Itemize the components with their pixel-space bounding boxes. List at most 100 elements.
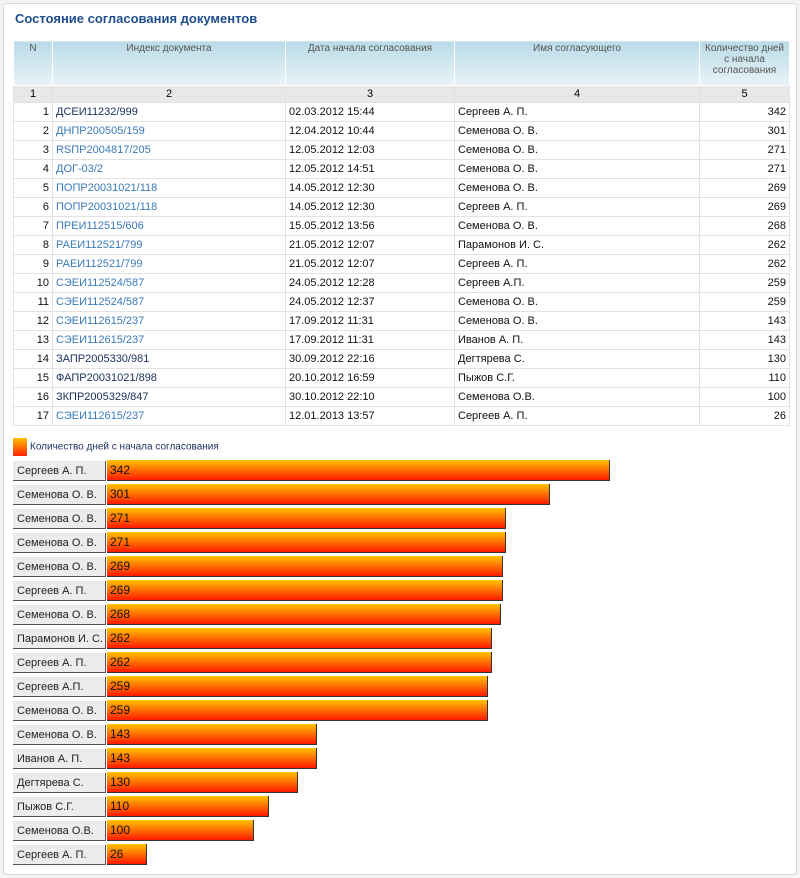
doc-index-link[interactable]: СЭЕИ112615/237 [56, 315, 145, 327]
row-number: 7 [13, 216, 53, 236]
bar-value-label: 268 [110, 607, 131, 621]
bar-value-label: 259 [110, 703, 131, 717]
doc-index-link[interactable]: ПОПР20031021/118 [56, 201, 158, 213]
bar-value-label: 259 [110, 679, 131, 693]
start-date-cell: 17.09.2012 11:31 [285, 311, 455, 331]
start-date-cell: 20.10.2012 16:59 [285, 368, 455, 388]
doc-index-link[interactable]: ДНПР200505/159 [56, 125, 145, 137]
colnum: 1 [13, 85, 53, 103]
bar: 100 [107, 820, 255, 841]
days-cell: 268 [699, 216, 790, 236]
table-row: 1 ДСЕИ11232/999 02.03.2012 15:44 Сергеев… [13, 102, 790, 122]
approver-cell: Иванов А. П. [454, 330, 700, 350]
doc-index-link[interactable]: СЭЕИ112615/237 [56, 334, 145, 346]
approver-cell: Сергеев А. П. [454, 254, 700, 274]
colnum: 2 [52, 85, 286, 103]
bar: 262 [107, 628, 493, 649]
table-row: 12 СЭЕИ112615/237 17.09.2012 11:31 Семен… [13, 311, 790, 331]
days-cell: 262 [699, 254, 790, 274]
doc-index-link[interactable]: ДОГ-03/2 [56, 163, 104, 175]
bar-value-label: 143 [110, 727, 131, 741]
table-row: 10 СЭЕИ112524/587 24.05.2012 12:28 Серге… [13, 273, 790, 293]
bar: 268 [107, 604, 502, 625]
doc-index-cell: ФАПР20031021/898 [52, 368, 286, 388]
table-row: 17 СЭЕИ112615/237 12.01.2013 13:57 Серге… [13, 406, 790, 426]
header-approver: Имя согласующего [454, 40, 700, 86]
doc-index-link[interactable]: РАЕИ112521/799 [56, 239, 143, 251]
bar-category-label: Пыжов С.Г. [13, 797, 106, 817]
bar-value-label: 342 [110, 463, 131, 477]
doc-index-cell: СЭЕИ112524/587 [52, 273, 286, 293]
row-number: 15 [13, 368, 53, 388]
bar-category-label: Сергеев А. П. [13, 845, 106, 865]
bar-category-label: Дегтярева С. [13, 773, 106, 793]
bar: 259 [107, 676, 488, 697]
days-cell: 130 [699, 349, 790, 369]
doc-index-link[interactable]: РАЕИ112521/799 [56, 258, 143, 270]
doc-index-link[interactable]: RSПР2004817/205 [56, 144, 151, 156]
start-date-cell: 30.10.2012 22:10 [285, 387, 455, 407]
doc-index-link[interactable]: ПРЕИ112515/606 [56, 220, 144, 232]
doc-index-link[interactable]: ПОПР20031021/118 [56, 182, 158, 194]
bar: 269 [107, 580, 503, 601]
bar: 342 [107, 460, 610, 481]
bar-value-label: 143 [110, 751, 131, 765]
legend-label: Количество дней с начала согласования [30, 441, 219, 453]
approver-cell: Семенова О. В. [454, 140, 700, 160]
start-date-cell: 15.05.2012 13:56 [285, 216, 455, 236]
days-cell: 259 [699, 273, 790, 293]
doc-index-cell: ДНПР200505/159 [52, 121, 286, 141]
doc-index-cell: РАЕИ112521/799 [52, 235, 286, 255]
doc-index-cell: ПОПР20031021/118 [52, 178, 286, 198]
bar: 271 [107, 532, 506, 553]
start-date-cell: 24.05.2012 12:28 [285, 273, 455, 293]
bar-category-label: Сергеев А. П. [13, 461, 106, 481]
doc-index-cell: СЭЕИ112615/237 [52, 406, 286, 426]
bar-value-label: 110 [110, 799, 130, 813]
row-number: 16 [13, 387, 53, 407]
bar-value-label: 262 [110, 631, 131, 645]
bar: 143 [107, 748, 318, 769]
approver-cell: Пыжов С.Г. [454, 368, 700, 388]
bar-category-label: Сергеев А.П. [13, 677, 106, 697]
row-number: 3 [13, 140, 53, 160]
legend-swatch [13, 438, 27, 456]
start-date-cell: 12.04.2012 10:44 [285, 121, 455, 141]
start-date-cell: 12.05.2012 12:03 [285, 140, 455, 160]
bar: 259 [107, 700, 488, 721]
row-number: 14 [13, 349, 53, 369]
doc-index-cell: СЭЕИ112615/237 [52, 311, 286, 331]
header-n: N [13, 40, 53, 86]
start-date-cell: 30.09.2012 22:16 [285, 349, 455, 369]
doc-index-cell: ЗКПР2005329/847 [52, 387, 286, 407]
doc-index-link[interactable]: СЭЕИ112615/237 [56, 410, 145, 422]
document-approval-panel: Состояние согласования документов N Инде… [3, 3, 797, 875]
doc-index-link[interactable]: ЗАПР2005330/981 [56, 353, 150, 365]
row-number: 17 [13, 406, 53, 426]
table-row: 15 ФАПР20031021/898 20.10.2012 16:59 Пыж… [13, 368, 790, 388]
doc-index-link[interactable]: СЭЕИ112524/587 [56, 296, 145, 308]
approver-cell: Парамонов И. С. [454, 235, 700, 255]
approver-cell: Семенова О. В. [454, 159, 700, 179]
bar: 130 [107, 772, 299, 793]
bar: 110 [107, 796, 269, 817]
chart-legend: Количество дней с начала согласования [13, 438, 219, 456]
start-date-cell: 12.05.2012 14:51 [285, 159, 455, 179]
header-start-date: Дата начала согласования [285, 40, 455, 86]
doc-index-link[interactable]: ФАПР20031021/898 [56, 372, 157, 384]
days-cell: 342 [699, 102, 790, 122]
table-row: 9 РАЕИ112521/799 21.05.2012 12:07 Сергее… [13, 254, 790, 274]
start-date-cell: 14.05.2012 12:30 [285, 197, 455, 217]
doc-index-link[interactable]: СЭЕИ112524/587 [56, 277, 145, 289]
days-cell: 259 [699, 292, 790, 312]
approver-cell: Семенова О. В. [454, 292, 700, 312]
approver-cell: Семенова О. В. [454, 178, 700, 198]
start-date-cell: 24.05.2012 12:37 [285, 292, 455, 312]
days-cell: 110 [699, 368, 790, 388]
table-row: 3 RSПР2004817/205 12.05.2012 12:03 Семен… [13, 140, 790, 160]
doc-index-link[interactable]: ДСЕИ11232/999 [56, 106, 138, 118]
table-row: 8 РАЕИ112521/799 21.05.2012 12:07 Парамо… [13, 235, 790, 255]
colnum: 4 [454, 85, 700, 103]
days-cell: 269 [699, 197, 790, 217]
doc-index-link[interactable]: ЗКПР2005329/847 [56, 391, 149, 403]
